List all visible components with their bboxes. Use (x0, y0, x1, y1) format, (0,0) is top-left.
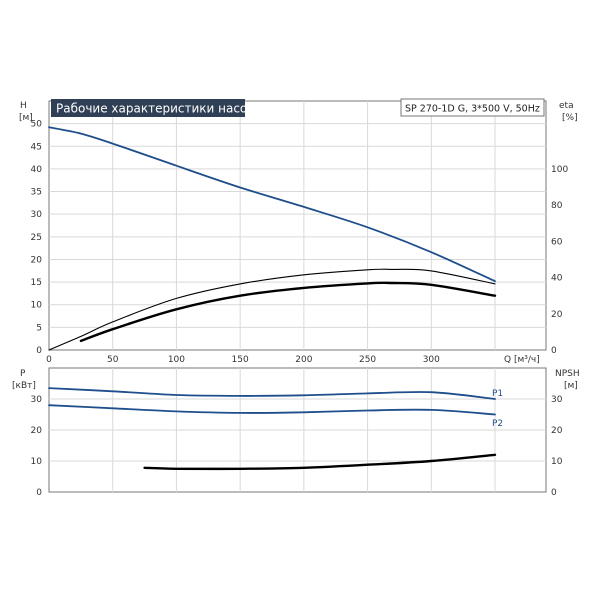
y-left-tick-label-bottom: 20 (31, 426, 43, 436)
x-tick-label: 200 (295, 355, 312, 365)
y-right-label-bottom: NPSH (555, 369, 580, 379)
tick-label-layer: 0 50 100 150 200 250 3000510152025303540455002… (31, 120, 569, 498)
y-left-tick-label-top: 25 (31, 233, 42, 243)
y-left-tick-label-top: 30 (31, 210, 43, 220)
curve-layer (48, 126, 497, 471)
top-plot-frame (48, 100, 547, 351)
y-left-tick-label-bottom: 10 (31, 457, 43, 467)
y-right-unit-bottom: [м] (564, 381, 578, 391)
y-right-tick-label-top: 0 (551, 346, 557, 356)
y-left-tick-label-bottom: 30 (31, 395, 43, 405)
y-left-tick-label-bottom: 0 (36, 488, 42, 498)
y-right-tick-label-bottom: 10 (551, 457, 563, 467)
title-box (51, 99, 245, 117)
x-tick-label: 300 (423, 355, 440, 365)
y-left-tick-label-top: 0 (36, 346, 42, 356)
y-right-tick-label-top: 20 (551, 310, 563, 320)
y-right-tick-label-top: 60 (551, 237, 563, 247)
y-left-tick-label-top: 5 (36, 323, 42, 333)
bottom-series-2-line (143, 453, 497, 471)
y-right-tick-label-bottom: 30 (551, 395, 563, 405)
top-series-2-line (79, 281, 497, 343)
x-axis-label: Q [м³/ч] (504, 355, 540, 365)
y-right-tick-label-bottom: 0 (551, 488, 557, 498)
top-series-1-line (48, 268, 496, 351)
chart-title: Рабочие характеристики насоса (56, 102, 261, 116)
y-left-tick-label-top: 45 (31, 142, 42, 152)
top-series-0-line (48, 126, 496, 283)
y-right-tick-label-top: 40 (551, 274, 563, 284)
bottom-series-p1-line (48, 387, 496, 400)
y-right-tick-label-bottom: 20 (551, 426, 563, 436)
y-left-unit-top: [м] (19, 113, 33, 123)
y-left-tick-label-top: 35 (31, 188, 42, 198)
y-left-tick-label-top: 40 (31, 165, 43, 175)
grid-layer (49, 101, 546, 492)
y-right-tick-label-top: 100 (551, 165, 568, 175)
y-left-tick-label-top: 50 (31, 120, 43, 130)
y-left-tick-label-top: 20 (31, 255, 43, 265)
model-label: SP 270-1D G, 3*500 V, 50Hz (405, 104, 540, 115)
y-right-label-top: eta (559, 101, 574, 111)
bottom-series-p2-line (48, 404, 496, 416)
x-tick-label: 50 (107, 355, 119, 365)
y-left-label-top: H (20, 101, 27, 111)
model-label-box (400, 98, 545, 117)
y-right-unit-top: [%] (562, 113, 578, 123)
y-left-unit-bottom: [кВт] (12, 381, 36, 391)
series-label-p1: P1 (492, 389, 503, 399)
y-right-tick-label-top: 80 (551, 201, 563, 211)
y-left-tick-label-top: 15 (31, 278, 42, 288)
y-left-tick-label-top: 10 (31, 301, 43, 311)
x-tick-label: 150 (232, 355, 249, 365)
x-tick-label: 0 (46, 355, 52, 365)
series-label-p2: P2 (492, 419, 503, 429)
x-tick-label: 250 (359, 355, 376, 365)
x-tick-label: 100 (168, 355, 185, 365)
y-left-label-bottom: P (20, 369, 26, 379)
